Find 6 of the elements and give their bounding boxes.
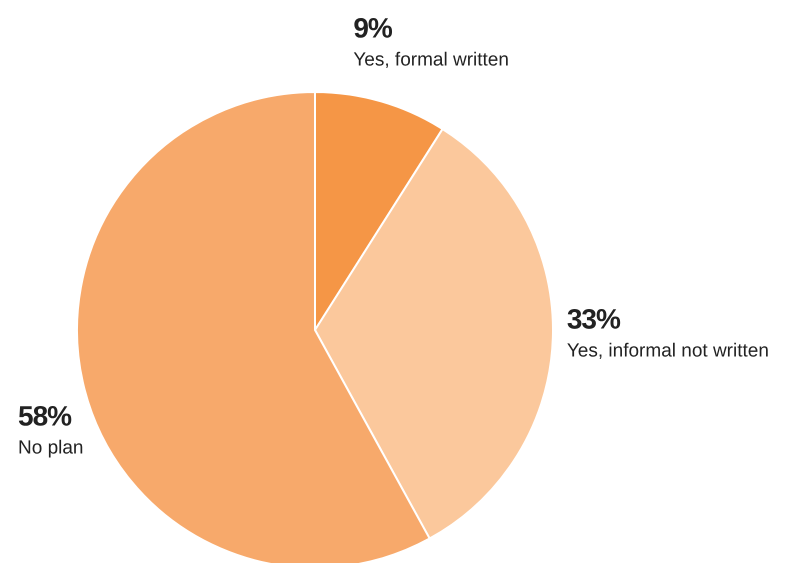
data-label: 58% — [18, 400, 72, 432]
data-label: 33% — [566, 303, 622, 334]
slice-label: No plan — [18, 437, 84, 458]
data-label: 9% — [353, 12, 393, 44]
slice-label: Yes, formal written — [353, 49, 509, 70]
slice-label: Yes, informal not written — [566, 340, 769, 362]
